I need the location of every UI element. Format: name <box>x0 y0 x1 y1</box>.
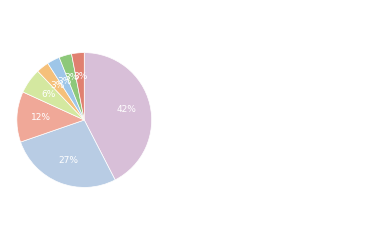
Text: 3%: 3% <box>50 81 64 90</box>
Text: 6%: 6% <box>41 90 56 99</box>
Text: 3%: 3% <box>65 73 79 83</box>
Text: 12%: 12% <box>30 114 51 122</box>
Text: 3%: 3% <box>73 72 87 81</box>
Text: 42%: 42% <box>117 105 137 114</box>
Wedge shape <box>84 53 152 180</box>
Wedge shape <box>59 54 84 120</box>
Legend: Centre for Biodiversity
Genomics [14], Mined from GenBank, NCBI [9], Smithsonian: Centre for Biodiversity Genomics [14], M… <box>172 44 320 196</box>
Wedge shape <box>38 63 84 120</box>
Wedge shape <box>21 120 115 187</box>
Wedge shape <box>48 57 84 120</box>
Wedge shape <box>23 71 84 120</box>
Text: 27%: 27% <box>58 156 78 165</box>
Text: 3%: 3% <box>57 77 71 85</box>
Wedge shape <box>71 53 84 120</box>
Wedge shape <box>17 92 84 142</box>
